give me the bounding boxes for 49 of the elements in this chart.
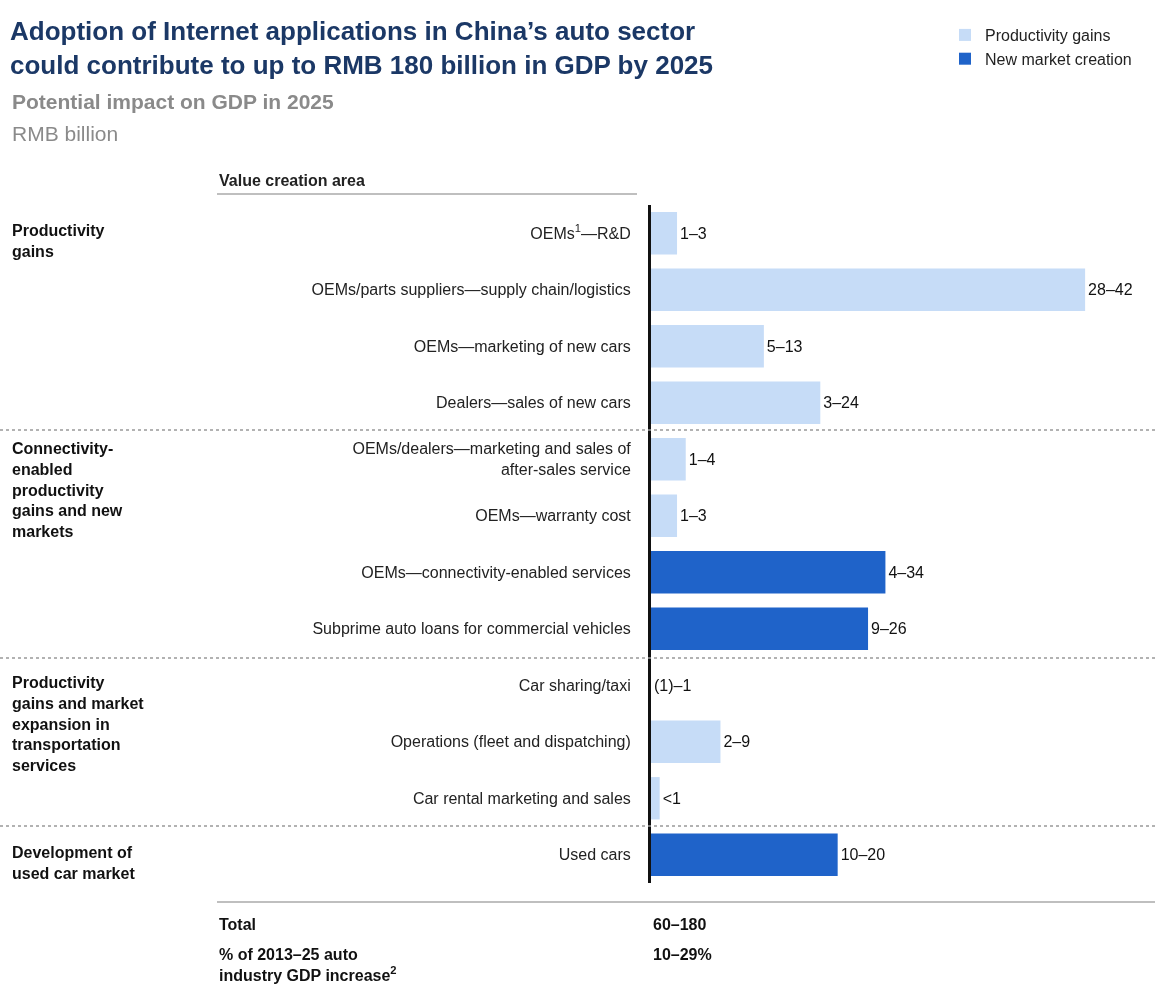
text: 10–29%	[653, 946, 712, 963]
text: Total	[219, 916, 257, 933]
bar	[651, 777, 660, 820]
bar	[651, 494, 678, 537]
text: (1)–1	[654, 676, 692, 694]
legend-label: New market creation	[985, 50, 1132, 68]
text: 1–3	[680, 507, 707, 525]
y-tick-label: OEMs—warranty cost	[475, 507, 632, 525]
y-tick-label: Car rental marketing and sales	[412, 789, 631, 807]
text: 1–3	[680, 224, 707, 242]
text: RMB billion	[12, 122, 119, 145]
y-tick-label: Subprime auto loans for commercial vehicles	[312, 620, 631, 638]
y-tick-label: OEMs$^{1}$—R&D	[530, 222, 631, 242]
text: Productivity gains	[12, 222, 105, 260]
text: 2–9	[723, 733, 751, 751]
bar	[651, 325, 764, 368]
text: % of 2013–25 auto industry GDP increase$^{2}$	[219, 946, 397, 984]
text: Connectivity-enabled productivity gains and new markets	[12, 440, 123, 541]
y-tick-label: Dealers—sales of new cars	[436, 394, 631, 412]
bar	[651, 212, 678, 255]
text: 10–20	[840, 846, 886, 864]
text: Potential impact on GDP in 2025	[12, 90, 335, 113]
bar	[651, 381, 821, 424]
text: Development of used car market	[12, 844, 136, 882]
text: 4–34	[888, 563, 925, 581]
y-tick-label: Used cars	[558, 846, 631, 864]
y-tick-label: OEMs—marketing of new cars	[413, 337, 631, 355]
text: 1–4	[688, 450, 716, 468]
y-tick-label: OEMs/parts suppliers—supply chain/logistics	[311, 281, 631, 299]
y-tick-label: OEMs/dealers—marketing and sales of after-sales service	[352, 440, 632, 479]
bar	[651, 607, 869, 650]
bar	[651, 833, 838, 876]
text: Value creation area	[219, 172, 365, 189]
bar	[651, 551, 886, 594]
text: 5–13	[766, 337, 803, 355]
text: <1	[662, 789, 681, 807]
y-tick-label: Car sharing/taxi	[518, 676, 631, 694]
bar	[651, 268, 1086, 311]
text: Productivity gains and market expansion in transportation services	[12, 674, 145, 775]
text: Adoption of Internet applications in China’s auto sector could contribute to up to RMB 180 billion in GDP by 2025	[10, 16, 714, 80]
bar	[651, 720, 721, 763]
text: 9–26	[871, 620, 907, 638]
text: 28–42	[1088, 281, 1133, 299]
legend-label: Productivity gains	[985, 27, 1111, 45]
text: 60–180	[653, 916, 707, 933]
y-tick-label: OEMs—connectivity-enabled services	[361, 563, 631, 581]
y-tick-label: Operations (fleet and dispatching)	[390, 733, 631, 751]
bar	[651, 438, 686, 481]
text: 3–24	[823, 394, 859, 412]
